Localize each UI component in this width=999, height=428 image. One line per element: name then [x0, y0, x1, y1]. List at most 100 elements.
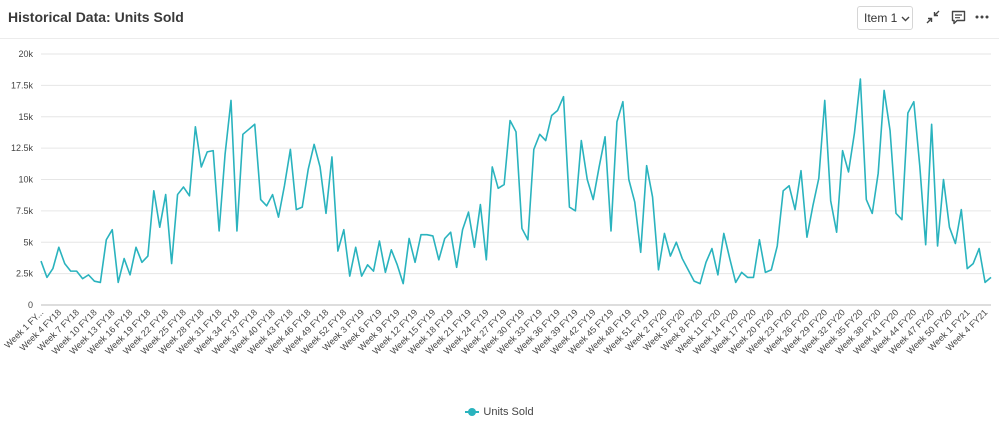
data-point[interactable]: [169, 261, 174, 266]
data-point[interactable]: [941, 177, 946, 182]
data-point[interactable]: [318, 164, 323, 169]
data-point[interactable]: [234, 228, 239, 233]
data-point[interactable]: [74, 269, 79, 274]
data-point[interactable]: [692, 279, 697, 284]
data-point[interactable]: [638, 250, 643, 255]
data-point[interactable]: [128, 272, 133, 277]
data-point[interactable]: [816, 176, 821, 181]
data-point[interactable]: [781, 188, 786, 193]
data-point[interactable]: [68, 269, 73, 274]
data-point[interactable]: [514, 129, 519, 134]
data-point[interactable]: [525, 237, 530, 242]
data-point[interactable]: [181, 185, 186, 190]
data-point[interactable]: [745, 275, 750, 280]
data-point[interactable]: [145, 254, 150, 259]
data-point[interactable]: [704, 260, 709, 265]
data-point[interactable]: [799, 168, 804, 173]
data-point[interactable]: [852, 131, 857, 136]
data-point[interactable]: [733, 280, 738, 285]
data-point[interactable]: [163, 192, 168, 197]
data-point[interactable]: [888, 128, 893, 133]
data-point[interactable]: [804, 235, 809, 240]
data-point[interactable]: [258, 197, 263, 202]
data-point[interactable]: [739, 270, 744, 275]
data-point[interactable]: [395, 262, 400, 267]
data-point[interactable]: [377, 238, 382, 243]
data-point[interactable]: [787, 183, 792, 188]
data-point[interactable]: [44, 275, 49, 280]
data-point[interactable]: [508, 118, 513, 123]
comment-icon[interactable]: [949, 8, 967, 26]
data-point[interactable]: [757, 237, 762, 242]
data-point[interactable]: [953, 241, 958, 246]
data-point[interactable]: [905, 110, 910, 115]
data-point[interactable]: [335, 249, 340, 254]
data-point[interactable]: [549, 113, 554, 118]
data-point[interactable]: [567, 205, 572, 210]
data-point[interactable]: [424, 232, 429, 237]
data-point[interactable]: [828, 198, 833, 203]
data-point[interactable]: [294, 207, 299, 212]
data-point[interactable]: [751, 275, 756, 280]
data-point[interactable]: [846, 169, 851, 174]
data-point[interactable]: [727, 256, 732, 261]
data-point[interactable]: [341, 227, 346, 232]
data-point[interactable]: [870, 211, 875, 216]
data-point[interactable]: [282, 183, 287, 188]
data-point[interactable]: [603, 134, 608, 139]
data-point[interactable]: [359, 274, 364, 279]
data-point[interactable]: [977, 246, 982, 251]
data-point[interactable]: [246, 127, 251, 132]
data-point[interactable]: [324, 211, 329, 216]
data-point[interactable]: [531, 147, 536, 152]
data-point[interactable]: [252, 122, 257, 127]
data-point[interactable]: [626, 177, 631, 182]
data-point[interactable]: [448, 230, 453, 235]
data-point[interactable]: [585, 177, 590, 182]
data-point[interactable]: [407, 236, 412, 241]
data-point[interactable]: [56, 245, 61, 250]
data-point[interactable]: [365, 262, 370, 267]
data-point[interactable]: [609, 228, 614, 233]
data-point[interactable]: [911, 99, 916, 104]
data-point[interactable]: [763, 270, 768, 275]
collapse-icon[interactable]: [924, 8, 942, 26]
data-point[interactable]: [98, 280, 103, 285]
data-point[interactable]: [537, 132, 542, 137]
data-point[interactable]: [472, 245, 477, 250]
data-point[interactable]: [478, 202, 483, 207]
data-point[interactable]: [371, 269, 376, 274]
chart-legend[interactable]: Units Sold: [0, 406, 999, 418]
data-point[interactable]: [312, 142, 317, 147]
data-point[interactable]: [822, 98, 827, 103]
data-point[interactable]: [50, 266, 55, 271]
data-point[interactable]: [775, 244, 780, 249]
data-point[interactable]: [306, 167, 311, 172]
data-point[interactable]: [858, 77, 863, 82]
data-point[interactable]: [211, 148, 216, 153]
data-point[interactable]: [466, 210, 471, 215]
data-point[interactable]: [329, 154, 334, 159]
data-point[interactable]: [674, 240, 679, 245]
data-point[interactable]: [502, 182, 507, 187]
data-point[interactable]: [401, 281, 406, 286]
data-point[interactable]: [793, 207, 798, 212]
data-point[interactable]: [199, 164, 204, 169]
data-point[interactable]: [353, 245, 358, 250]
data-point[interactable]: [442, 236, 447, 241]
data-point[interactable]: [389, 247, 394, 252]
data-point[interactable]: [496, 186, 501, 191]
data-point[interactable]: [668, 254, 673, 259]
data-point[interactable]: [834, 230, 839, 235]
data-point[interactable]: [965, 266, 970, 271]
data-point[interactable]: [151, 188, 156, 193]
data-point[interactable]: [686, 267, 691, 272]
data-point[interactable]: [92, 279, 97, 284]
data-point[interactable]: [561, 94, 566, 99]
data-point[interactable]: [989, 275, 994, 280]
data-point[interactable]: [644, 163, 649, 168]
data-point[interactable]: [383, 270, 388, 275]
data-point[interactable]: [187, 193, 192, 198]
data-point[interactable]: [899, 217, 904, 222]
data-point[interactable]: [579, 138, 584, 143]
